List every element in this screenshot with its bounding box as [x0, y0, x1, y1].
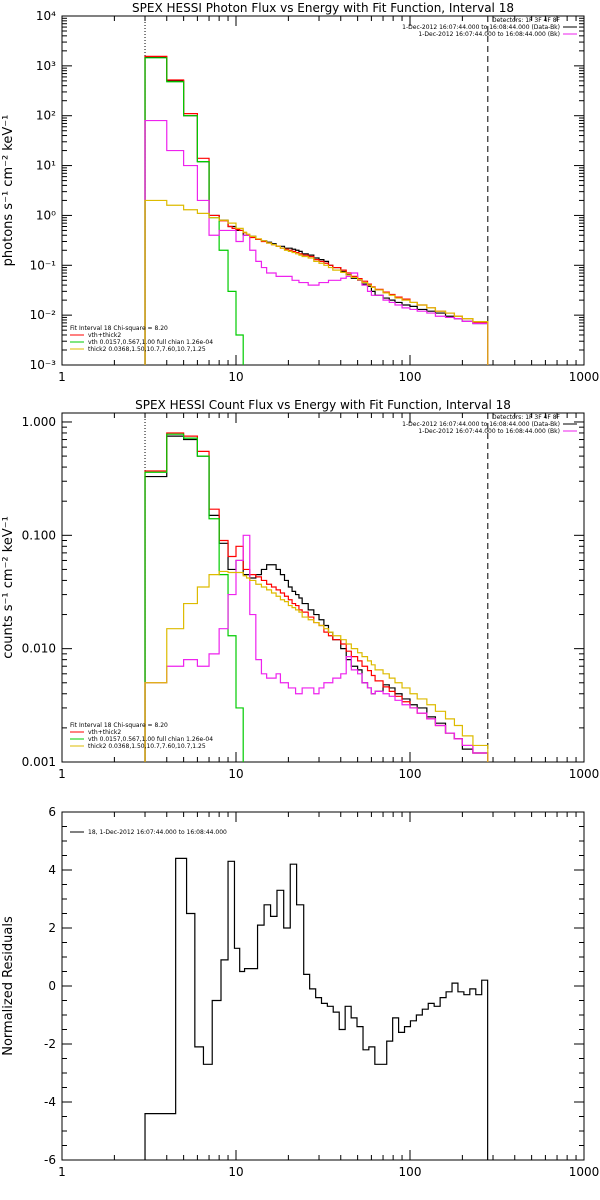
chart-title: SPEX HESSI Photon Flux vs Energy with Fi…: [132, 1, 514, 15]
x-tick-label: 100: [399, 370, 422, 384]
x-tick-label: 1: [58, 767, 66, 781]
y-axis-label: counts s⁻¹ cm⁻² keV⁻¹: [1, 516, 16, 659]
chart-title: SPEX HESSI Count Flux vs Energy with Fit…: [135, 398, 511, 412]
legend-top-entry: Detectors: 1F 3F 4F 8F: [492, 414, 561, 421]
series-line-3: [144, 534, 489, 762]
series-line-4: [144, 570, 489, 762]
plot-area: [144, 857, 489, 1160]
series-line-3: [144, 119, 489, 365]
y-tick-label: 10⁻¹: [30, 258, 57, 272]
y-tick-label: 10³: [36, 59, 56, 73]
series-line-0: [144, 56, 489, 365]
plot-frame: [61, 15, 585, 366]
y-tick-label: 1.000: [22, 415, 56, 429]
legend-bottom-entry: vth 0.0157,0.567,1.00 full chian 1.26e-0…: [88, 339, 213, 346]
plot-frame: [61, 412, 585, 763]
x-tick-label: 100: [399, 1165, 422, 1179]
y-tick-label: 0: [48, 979, 56, 993]
y-tick-label: 2: [48, 921, 56, 935]
y-tick-label: 10¹: [36, 159, 56, 173]
y-tick-label: 10⁰: [36, 208, 56, 222]
plot-area: [144, 432, 489, 762]
x-tick-label: 10: [228, 767, 243, 781]
y-axis-label: Normalized Residuals: [1, 916, 16, 1056]
series-line-0: [144, 857, 489, 1160]
x-tick-label: 1000: [569, 370, 600, 384]
y-tick-label: 0.010: [22, 642, 56, 656]
x-tick-label: 10: [228, 1165, 243, 1179]
y-tick-label: 10⁴: [36, 9, 56, 23]
legend-top-entry: Detectors: 1F 3F 4F 8F: [492, 17, 561, 24]
legend-top-entry: 1-Dec-2012 16:07:44.000 to 16:08:44.000 …: [402, 24, 560, 31]
series-line-4: [144, 199, 489, 365]
x-tick-label: 1: [58, 370, 66, 384]
y-tick-label: 10⁻³: [30, 358, 57, 372]
legend-bottom-entry: thick2 0.0368,1.50,10.7,7.60,10.7,1.25: [88, 743, 206, 750]
y-tick-label: -4: [44, 1095, 56, 1109]
y-tick-label: 0.100: [22, 528, 56, 542]
x-tick-label: 10: [228, 370, 243, 384]
legend-bottom-entry: thick2 0.0368,1.50,10.7,7.60,10.7,1.25: [88, 346, 206, 353]
residuals-panel: Normalized Residuals 1 10 100 1000 -6 -4 -2 0 2 4 6…: [1, 805, 599, 1179]
series-line-1: [144, 432, 489, 762]
plot-frame: [61, 811, 585, 1161]
series-line-1: [144, 55, 489, 365]
series-line-0: [144, 435, 489, 762]
x-tick-label: 1: [58, 1165, 66, 1179]
legend-top-entry: 18, 1-Dec-2012 16:07:44.000 to 16:08:44.…: [88, 829, 227, 836]
plot-area: [144, 55, 489, 365]
y-tick-label: 4: [48, 863, 56, 877]
x-tick-label: 100: [399, 767, 422, 781]
y-tick-label: 0.001: [22, 755, 56, 769]
legend-bottom-entry: vth+thick2: [88, 729, 121, 736]
legend-bottom-entry: Fit Interval 18 Chi-square = 8.20: [70, 722, 168, 729]
legend-bottom-entry: Fit Interval 18 Chi-square = 8.20: [70, 325, 168, 332]
y-tick-label: -6: [44, 1153, 56, 1167]
series-line-2: [144, 57, 489, 365]
legend-top-entry: 1-Dec-2012 16:07:44.000 to 16:08:44.000 …: [402, 421, 560, 428]
legend-top-entry: 1-Dec-2012 16:07:44.000 to 16:08:44.000 …: [418, 31, 560, 38]
photon-flux-panel: SPEX HESSI Photon Flux vs Energy with Fi…: [1, 1, 600, 384]
legend-bottom-entry: vth+thick2: [88, 332, 121, 339]
count-flux-panel: SPEX HESSI Count Flux vs Energy with Fit…: [1, 398, 599, 781]
legend-bottom-entry: vth 0.0157,0.567,1.00 full chian 1.26e-0…: [88, 736, 213, 743]
y-tick-label: 10²: [36, 109, 56, 123]
y-tick-label: 6: [48, 805, 56, 819]
y-tick-label: 10⁻²: [30, 308, 57, 322]
y-axis-label: photons s⁻¹ cm⁻² keV⁻¹: [1, 115, 16, 267]
legend-top-entry: 1-Dec-2012 16:07:44.000 to 16:08:44.000 …: [418, 428, 560, 435]
y-tick-label: -2: [44, 1037, 56, 1051]
series-line-2: [144, 433, 489, 762]
x-tick-label: 1000: [569, 1165, 600, 1179]
x-tick-label: 1000: [569, 767, 600, 781]
